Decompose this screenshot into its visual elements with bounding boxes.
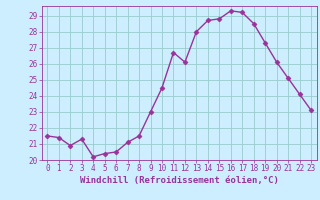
X-axis label: Windchill (Refroidissement éolien,°C): Windchill (Refroidissement éolien,°C) (80, 176, 279, 185)
